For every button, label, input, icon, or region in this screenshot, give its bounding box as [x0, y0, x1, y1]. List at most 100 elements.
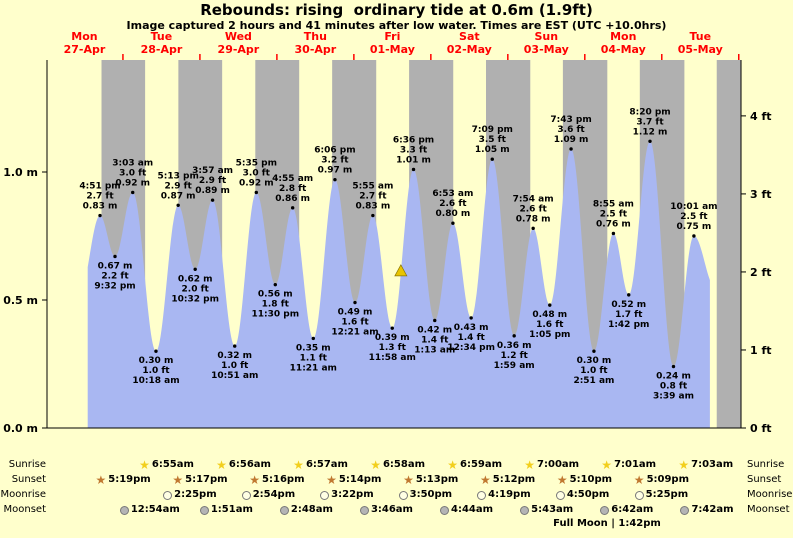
sunrise-row-label-left: Sunrise	[8, 459, 46, 470]
tide-annotation-high: 6:36 pm	[393, 135, 434, 145]
tide-annotation-high: 2.5 ft	[600, 209, 628, 219]
day-name-label: Fri	[384, 30, 400, 43]
sunset-star-icon: ★	[633, 473, 645, 487]
tide-annotation-low: 1.0 ft	[580, 366, 608, 376]
sunrise-time: 7:00am	[537, 459, 580, 470]
tide-annotation-high: 2.5 ft	[680, 212, 708, 222]
tide-annotation-high: 4:55 am	[272, 174, 313, 184]
sunset-marker: ★ 5:16pm	[249, 474, 304, 486]
tide-extreme-dot	[254, 190, 258, 195]
moonrise-row-label-right: Moonrise	[747, 489, 793, 500]
tide-annotation-low: 0.24 m	[656, 372, 691, 382]
moonset-time: 4:44am	[451, 504, 494, 515]
moonset-time: 6:42am	[611, 504, 654, 515]
sunrise-marker: ★ 6:57am	[293, 459, 348, 471]
tide-annotation-high: 1.05 m	[475, 145, 510, 155]
chart-subtitle: Image captured 2 hours and 41 minutes af…	[126, 19, 667, 32]
sunset-time: 5:13pm	[415, 474, 459, 485]
sunset-time: 5:17pm	[185, 474, 228, 485]
tide-annotation-high: 0.75 m	[677, 222, 712, 232]
day-date-label: 03-May	[524, 43, 569, 56]
tide-annotation-low: 1.7 ft	[615, 310, 643, 320]
tide-annotation-low: 0.48 m	[532, 310, 567, 320]
tide-annotation-low: 0.62 m	[178, 274, 213, 284]
sunrise-marker: ★ 7:03am	[678, 459, 733, 471]
sunrise-time: 6:58am	[382, 459, 426, 470]
y-right-tick-label: 4 ft	[750, 110, 772, 123]
tide-extreme-dot	[390, 326, 394, 330]
moonrise-marker: 2:25pm	[163, 489, 217, 501]
sunrise-star-icon: ★	[601, 458, 613, 472]
tide-extreme-dot	[569, 147, 573, 151]
tide-annotation-low: 0.52 m	[611, 300, 646, 310]
sunset-marker: ★ 5:19pm	[96, 474, 151, 486]
tide-extreme-dot	[154, 349, 158, 353]
tide-extreme-dot	[451, 221, 455, 225]
tide-annotation-low: 10:51 am	[211, 371, 258, 381]
tide-annotation-high: 10:01 am	[670, 202, 717, 212]
tide-annotation-low: 0.42 m	[417, 325, 452, 335]
moonset-marker: 4:44am	[440, 504, 493, 516]
tide-annotation-high: 7:54 am	[513, 194, 554, 204]
moonset-time: 12:54am	[130, 504, 180, 515]
moonrise-time: 3:22pm	[331, 489, 374, 500]
tide-annotation-low: 0.8 ft	[660, 382, 688, 392]
moonset-row-label-left: Moonset	[3, 504, 47, 515]
sunset-row-label-right: Sunset	[747, 474, 782, 485]
tide-extreme-dot	[433, 318, 437, 323]
tide-annotation-high: 5:13 pm	[157, 171, 198, 181]
tide-annotation-low: 1.0 ft	[221, 361, 249, 371]
day-date-label: 27-Apr	[64, 43, 106, 56]
moonrise-time: 2:54pm	[252, 489, 296, 500]
tide-extreme-dot	[490, 157, 494, 161]
moonrise-row-label-left: Moonrise	[0, 489, 46, 500]
tide-annotation-high: 2.7 ft	[359, 192, 387, 202]
tide-annotation-low: 0.30 m	[139, 356, 174, 366]
tide-extreme-dot	[176, 203, 180, 207]
sunset-time: 5:10pm	[569, 474, 613, 485]
moonset-marker: 7:42am	[680, 504, 734, 516]
sunset-star-icon: ★	[480, 473, 491, 487]
tide-annotation-low: 1.0 ft	[142, 366, 170, 376]
moonrise-moon-icon	[555, 490, 565, 500]
sunset-marker: ★ 5:10pm	[557, 474, 612, 486]
sunset-row-label-left: Sunset	[11, 474, 46, 485]
moonset-time: 7:42am	[691, 504, 734, 515]
moonset-moon-icon	[600, 505, 610, 515]
tide-annotation-high: 5:55 am	[352, 182, 393, 192]
tide-annotation-low: 1:42 pm	[608, 320, 649, 330]
tide-annotation-low: 1.3 ft	[379, 343, 407, 353]
day-date-label: 28-Apr	[141, 43, 183, 56]
tide-annotation-high: 6:53 am	[432, 189, 473, 199]
tide-annotation-low: 0.36 m	[497, 341, 532, 351]
day-name-label: Tue	[689, 30, 711, 43]
tide-extreme-dot	[371, 213, 375, 218]
tide-annotation-low: 1:59 am	[494, 361, 535, 371]
sunrise-star-icon: ★	[447, 458, 458, 472]
tide-annotation-low: 11:58 am	[369, 353, 416, 363]
tide-annotation-low: 0.49 m	[338, 308, 373, 318]
day-name-label: Mon	[610, 30, 636, 43]
tide-annotation-high: 6:06 pm	[314, 146, 355, 156]
tide-annotation-low: 0.56 m	[258, 290, 293, 300]
sunrise-star-icon: ★	[293, 458, 304, 472]
tide-annotation-high: 0.83 m	[355, 202, 390, 212]
sunrise-time: 7:01am	[614, 459, 657, 470]
tide-extreme-dot	[290, 206, 295, 210]
sunset-marker: ★ 5:14pm	[326, 474, 381, 486]
moonset-marker: 12:54am	[119, 504, 180, 516]
sunset-time: 5:16pm	[262, 474, 305, 485]
moonrise-marker: 4:19pm	[477, 489, 531, 501]
tide-annotation-low: 0.43 m	[454, 323, 489, 333]
sunset-star-icon: ★	[249, 473, 261, 487]
tide-extreme-dot	[648, 139, 652, 143]
sunset-time: 5:12pm	[492, 474, 536, 485]
tide-annotation-low: 1.6 ft	[536, 320, 564, 330]
day-name-label: Wed	[225, 30, 252, 43]
moonset-marker: 6:42am	[600, 504, 653, 516]
moonset-moon-icon	[199, 505, 209, 515]
tide-annotation-low: 2.0 ft	[182, 284, 210, 294]
tide-annotation-high: 2.7 ft	[86, 192, 114, 202]
day-date-label: 01-May	[370, 43, 415, 56]
moonrise-moon-icon	[634, 490, 644, 500]
